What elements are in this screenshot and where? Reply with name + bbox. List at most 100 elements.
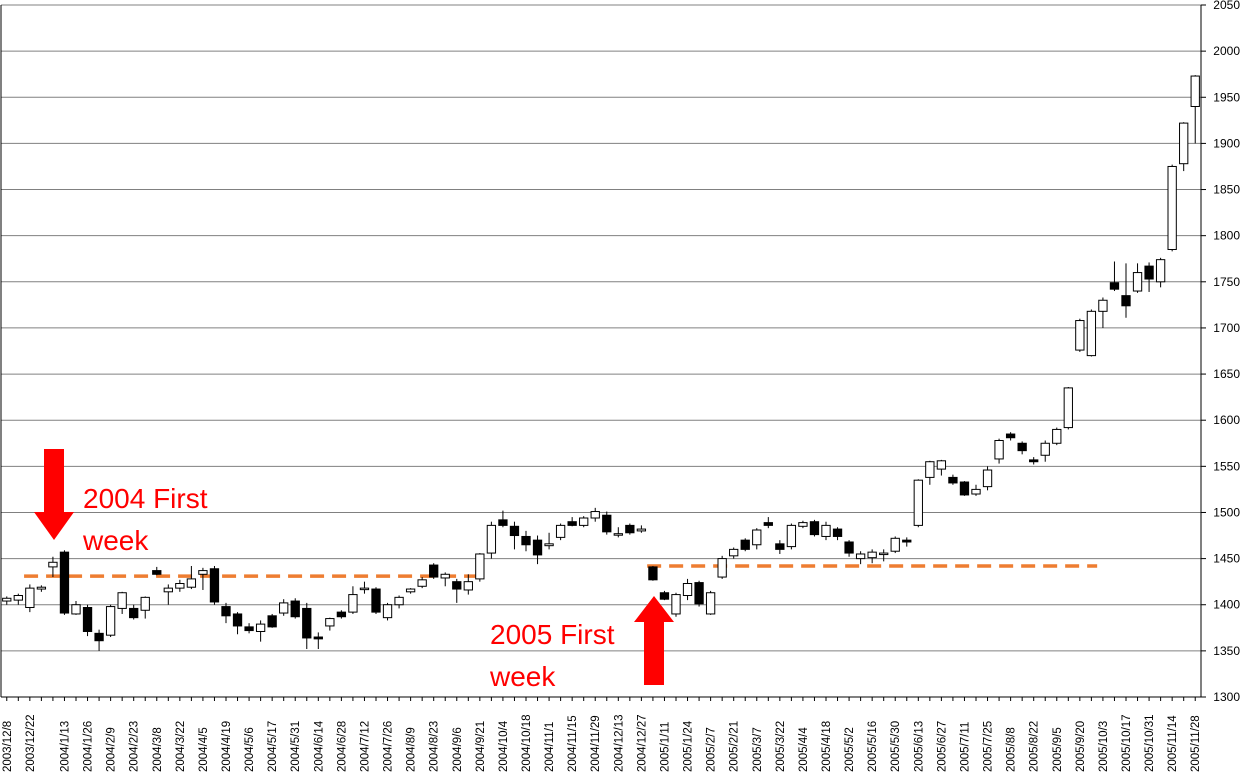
candle-body [359,587,370,591]
candle [1017,441,1027,455]
candle [1075,318,1085,352]
candle-body [1179,122,1189,165]
candle-body [959,481,970,496]
candle-body [994,439,1004,460]
y-tick-label: 1500 [1213,505,1240,519]
candle-body [555,524,566,538]
candle [1179,122,1189,172]
candle-body [1052,428,1062,444]
candle [532,535,543,565]
candle-body [405,588,416,593]
candle [117,591,127,614]
x-tick-label: 2004/12/13 [613,714,625,772]
candle [717,555,727,579]
x-tick-label: 2004/2/9 [106,727,118,772]
candle [302,602,312,650]
candle-body [1040,442,1050,456]
candle [2,596,12,605]
candle-body [532,539,543,556]
x-tick-label: 2004/7/12 [359,721,371,772]
candle [855,551,866,565]
x-tick-label: 2005/8/8 [1006,727,1018,772]
candle [694,580,704,607]
candle-body [1121,295,1131,307]
y-tick-label: 1800 [1213,229,1240,243]
candle [590,507,600,522]
y-tick-label: 2000 [1213,44,1240,58]
candle-body [198,570,208,575]
candle-body [1144,265,1154,280]
candle [1121,263,1131,318]
candle [636,525,647,533]
candle-body [1098,299,1108,312]
x-tick-label: 2005/7/11 [959,722,971,772]
y-tick-label: 1450 [1213,552,1240,566]
candle-body [325,618,335,627]
x-tick-label: 2005/6/27 [936,721,948,772]
candle-body [763,522,773,526]
x-tick-label: 2005/1/24 [683,720,695,772]
candle-body [936,460,947,470]
candle-body [394,596,404,606]
candle [659,590,670,601]
x-tick-label: 2004/3/22 [175,721,187,772]
x-tick-label: 2004/7/26 [383,721,395,772]
candle [1098,297,1108,328]
candle-body [440,573,450,579]
candle-body [636,528,647,532]
candle-body [302,607,312,639]
candle-body [371,588,381,613]
candle [902,537,912,547]
candle-body [13,595,23,601]
candle-body [1155,259,1166,283]
candle [198,567,208,590]
candle [1052,427,1062,446]
candle-body [648,566,658,581]
candle [279,599,289,616]
candle-body [1063,387,1073,429]
candle-body [429,564,439,578]
candle [394,595,404,609]
candle-body [25,587,35,609]
candle [567,517,577,527]
y-tick-label: 1300 [1213,690,1240,704]
candle-body [625,524,635,534]
x-tick-label: 2004/9/6 [452,727,464,772]
y-axis-ticks: 1300 1350 1400 1450 1500 1550 1600 1650 1700 1750… [1201,0,1240,704]
candle [140,596,150,619]
x-tick-label: 2005/9/5 [1052,727,1064,772]
candle [994,438,1004,464]
x-tick-label: 2005/5/16 [867,721,879,772]
candle [498,510,508,528]
candle-body [1190,75,1200,107]
x-tick-label: 2005/2/7 [706,727,718,772]
candle-body [590,511,600,519]
candles [2,75,1200,651]
candle [255,620,266,642]
candle [913,479,923,528]
candle-body [221,606,231,617]
x-tick-label: 2004/8/23 [429,721,441,772]
candle-body [671,594,681,615]
candle [429,563,439,579]
candle-body [336,611,347,618]
candle [452,578,462,603]
candle-body [752,529,762,546]
candle-body [659,592,670,600]
candle-body [844,541,854,554]
candle [105,604,116,638]
candle-body [348,594,358,613]
candle [1167,164,1177,252]
candle [290,598,300,619]
candle-body [879,552,889,556]
y-tick-label: 1950 [1213,90,1240,104]
x-tick-label: 2005/3/7 [752,727,764,772]
candle-body [729,548,739,557]
candle-body [48,561,58,568]
x-tick-label: 2004/9/21 [475,721,487,772]
x-tick-label: 2004/6/28 [336,721,348,772]
candle-body [1086,310,1097,357]
candle-body [567,521,577,526]
y-tick-label: 1750 [1213,275,1240,289]
